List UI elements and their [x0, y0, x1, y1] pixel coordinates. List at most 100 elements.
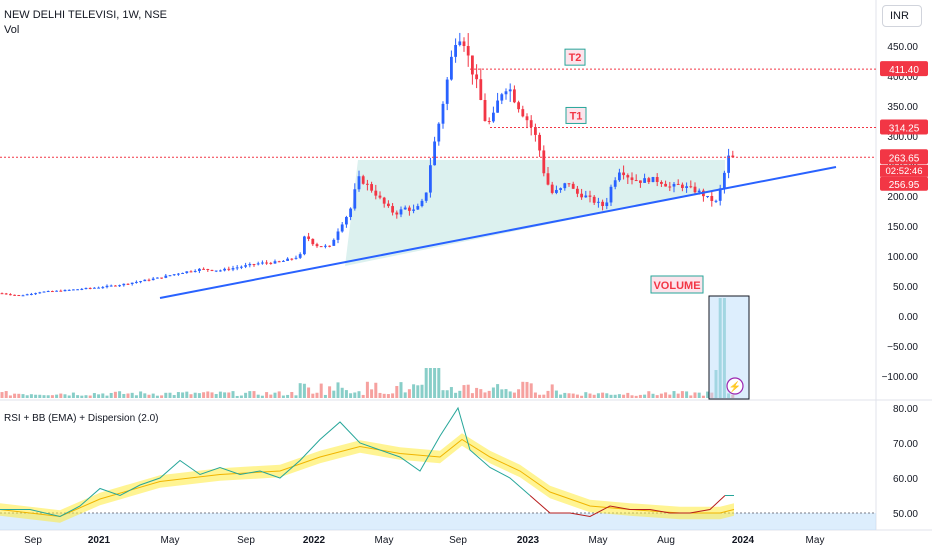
candle-body: [273, 261, 277, 264]
candle-body: [185, 271, 189, 273]
volume-bar: [441, 390, 445, 398]
candle-body: [727, 155, 730, 173]
candle-body: [17, 295, 21, 297]
candle-body: [315, 244, 319, 247]
candle-body: [345, 217, 348, 225]
time-tick-label: Sep: [449, 535, 467, 546]
candle-body: [660, 181, 663, 184]
volume-bar: [550, 384, 554, 398]
candle-body: [672, 183, 676, 187]
candle-body: [261, 262, 264, 264]
candle-body: [252, 264, 256, 266]
time-tick-label: 2024: [732, 535, 755, 546]
volume-bar: [185, 391, 189, 398]
candle-body: [336, 231, 340, 240]
volume-bar: [378, 392, 382, 398]
candles-group: [0, 32, 735, 297]
candle-body: [210, 269, 214, 271]
volume-annotation-box: [650, 275, 704, 294]
volume-bar: [525, 381, 529, 398]
volume-bar: [63, 394, 67, 398]
volume-bar: [567, 393, 571, 398]
volume-bar: [193, 392, 197, 398]
candle-body: [399, 209, 403, 215]
currency-button[interactable]: INR: [882, 5, 922, 27]
support-trendline: [159, 166, 837, 299]
symbol-title[interactable]: NEW DELHI TELEVISI, 1W, NSE: [4, 9, 168, 21]
price-level-tag: [880, 149, 928, 165]
candle-body: [513, 89, 516, 103]
candle-body: [391, 206, 394, 213]
candle-body: [412, 209, 415, 211]
volume-bar: [458, 390, 462, 398]
candle-body: [710, 195, 714, 201]
volume-bar: [689, 395, 693, 398]
volume-bar: [693, 392, 697, 398]
volume-bar: [685, 391, 689, 398]
target-label-box: [564, 48, 586, 66]
volume-bar: [500, 389, 504, 398]
candle-body: [496, 100, 499, 113]
candle-body: [156, 277, 159, 279]
candle-body: [689, 186, 693, 188]
bollinger-band-fill: [0, 433, 734, 523]
candle-body: [370, 184, 373, 191]
volume-bar: [546, 390, 550, 398]
candle-body: [177, 273, 180, 275]
price-tick-label: 100.00: [887, 252, 918, 263]
volume-bar: [273, 392, 277, 398]
candle-body: [25, 294, 29, 296]
volume-bar: [13, 393, 17, 398]
volume-bar: [655, 395, 659, 398]
candle-body: [723, 172, 726, 189]
volume-bar: [122, 393, 126, 398]
countdown-tag-text: 02:52:46: [886, 166, 923, 177]
volume-bar: [176, 392, 180, 398]
candle-body: [311, 238, 315, 245]
candle-body: [374, 190, 378, 196]
candle-body: [546, 173, 550, 185]
volume-bar: [59, 393, 63, 398]
volume-bar: [584, 392, 588, 398]
time-tick-label: May: [375, 535, 394, 546]
volume-bar: [496, 384, 500, 398]
volume-bar: [155, 395, 159, 398]
candle-body: [685, 186, 688, 188]
candle-body: [193, 270, 197, 272]
candle-body: [471, 55, 474, 75]
candle-body: [130, 282, 134, 285]
time-tick-label: May: [161, 535, 180, 546]
candle-body: [294, 257, 298, 259]
price-tick-label: 200.00: [887, 192, 918, 203]
volume-bar: [647, 391, 651, 398]
volume-bar: [50, 395, 54, 398]
volume-bar: [42, 395, 46, 398]
volume-bar: [357, 391, 361, 398]
rsi-indicator-label[interactable]: RSI + BB (EMA) + Dispersion (2.0): [4, 413, 159, 424]
candle-body: [126, 283, 130, 285]
candle-body: [240, 266, 243, 268]
candle-body: [0, 293, 4, 295]
volume-bar: [248, 391, 252, 398]
volume-indicator-label[interactable]: Vol: [4, 24, 20, 36]
candle-body: [122, 283, 126, 286]
volume-bar: [181, 392, 185, 398]
candle-body: [584, 195, 588, 198]
volume-bar: [168, 392, 172, 398]
volume-bar: [71, 392, 75, 398]
volume-bar: [361, 394, 365, 398]
volume-bar: [244, 392, 248, 398]
candle-body: [143, 279, 147, 282]
volume-bar: [433, 368, 437, 398]
rsi-tick-label: 80.00: [893, 404, 918, 415]
candle-body: [147, 279, 151, 281]
candle-body: [227, 268, 231, 270]
price-level-tag: [880, 61, 928, 77]
volume-bar: [479, 389, 483, 398]
price-tick-label: −50.00: [887, 342, 918, 353]
volume-bar: [605, 393, 609, 398]
candle-body: [13, 294, 16, 296]
volume-bar: [420, 384, 424, 398]
candle-body: [219, 270, 222, 272]
